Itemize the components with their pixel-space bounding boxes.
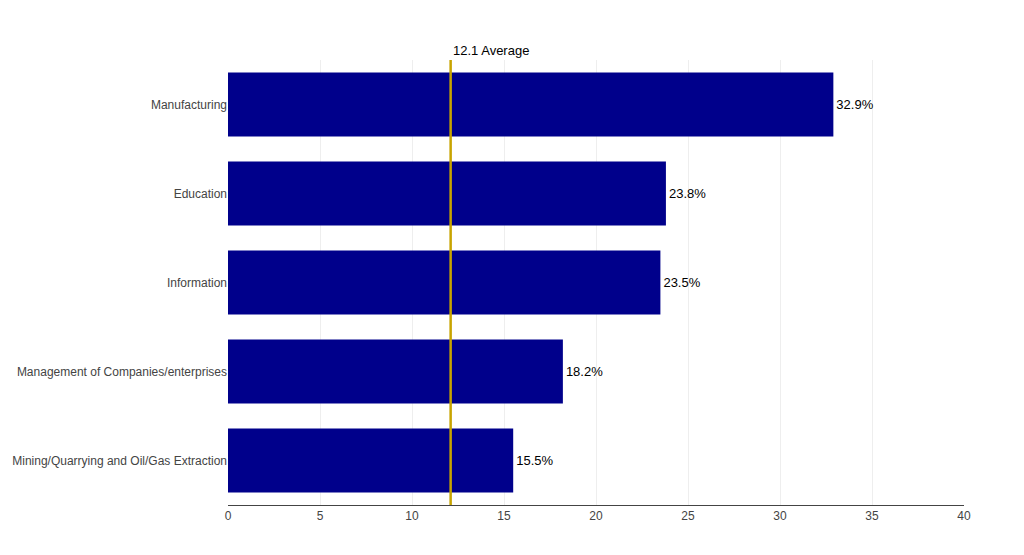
svg-text:35: 35 — [865, 509, 879, 523]
svg-text:Mining/Quarrying and Oil/Gas E: Mining/Quarrying and Oil/Gas Extraction — [12, 454, 227, 468]
svg-text:25: 25 — [681, 509, 695, 523]
svg-text:32.9%: 32.9% — [836, 97, 873, 112]
svg-text:40: 40 — [957, 509, 971, 523]
svg-text:30: 30 — [773, 509, 787, 523]
svg-text:5: 5 — [317, 509, 324, 523]
svg-text:18.2%: 18.2% — [566, 364, 603, 379]
svg-text:23.8%: 23.8% — [669, 186, 706, 201]
svg-text:15: 15 — [497, 509, 511, 523]
svg-text:23.5%: 23.5% — [663, 275, 700, 290]
svg-text:0: 0 — [225, 509, 232, 523]
svg-text:Management of Companies/enterp: Management of Companies/enterprises — [17, 365, 227, 379]
svg-text:Information: Information — [167, 276, 227, 290]
svg-text:15.5%: 15.5% — [516, 453, 553, 468]
svg-text:12.1 Average: 12.1 Average — [453, 43, 529, 58]
svg-text:Education: Education — [174, 187, 227, 201]
svg-text:Manufacturing: Manufacturing — [151, 98, 227, 112]
svg-text:10: 10 — [405, 509, 419, 523]
svg-text:20: 20 — [589, 509, 603, 523]
